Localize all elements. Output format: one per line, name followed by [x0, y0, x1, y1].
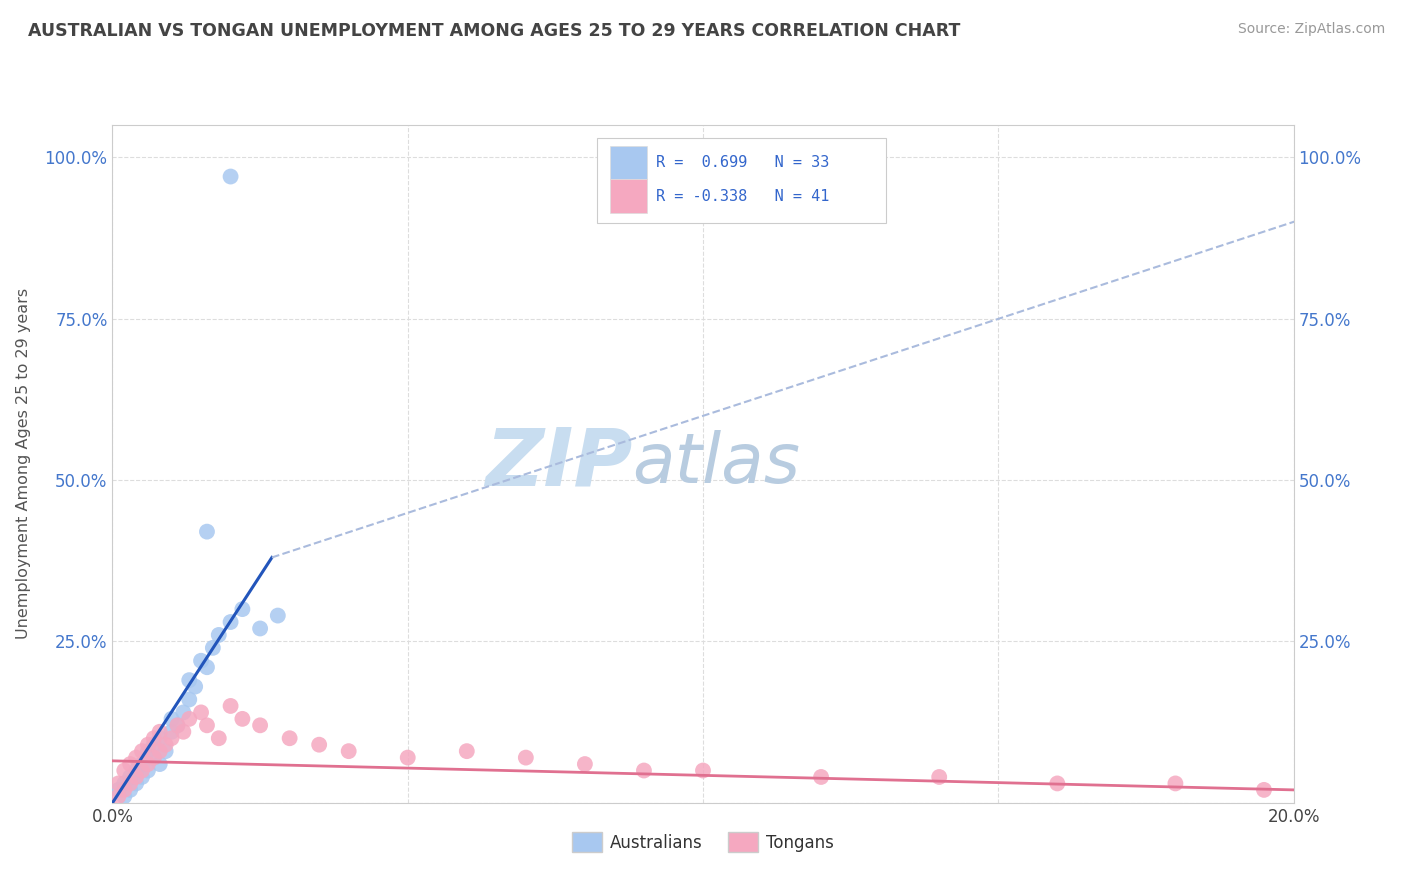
Point — [172, 724, 194, 739]
Point — [125, 764, 148, 778]
Point — [160, 731, 183, 746]
Point — [179, 692, 201, 706]
Point — [1164, 776, 1187, 790]
Point — [142, 750, 165, 764]
Point — [155, 738, 177, 752]
Point — [131, 770, 153, 784]
Point — [231, 602, 253, 616]
Point — [136, 764, 159, 778]
Point — [267, 608, 290, 623]
Point — [160, 724, 183, 739]
Point — [308, 738, 330, 752]
Point — [1046, 776, 1069, 790]
Point — [633, 764, 655, 778]
Point — [112, 783, 135, 797]
Point — [136, 738, 159, 752]
Point — [201, 640, 224, 655]
Point — [184, 680, 207, 694]
FancyBboxPatch shape — [610, 179, 648, 212]
Point — [125, 750, 148, 764]
Point — [120, 757, 142, 772]
Point — [179, 712, 201, 726]
Point — [149, 724, 172, 739]
Point — [112, 776, 135, 790]
Point — [249, 718, 271, 732]
Point — [190, 706, 212, 720]
Text: R = -0.338   N = 41: R = -0.338 N = 41 — [655, 188, 830, 203]
Y-axis label: Unemployment Among Ages 25 to 29 years: Unemployment Among Ages 25 to 29 years — [15, 288, 31, 640]
Point — [125, 770, 148, 784]
Point — [396, 750, 419, 764]
Point — [172, 706, 194, 720]
Text: Source: ZipAtlas.com: Source: ZipAtlas.com — [1237, 22, 1385, 37]
Point — [107, 776, 129, 790]
Text: R =  0.699   N = 33: R = 0.699 N = 33 — [655, 154, 830, 169]
Point — [231, 712, 253, 726]
FancyBboxPatch shape — [610, 145, 648, 178]
Point — [219, 169, 242, 184]
Point — [120, 770, 142, 784]
Point — [190, 654, 212, 668]
Point — [278, 731, 301, 746]
Point — [120, 783, 142, 797]
Point — [195, 524, 218, 539]
Point — [131, 757, 153, 772]
Point — [166, 718, 188, 732]
Point — [107, 789, 129, 804]
Point — [120, 776, 142, 790]
Point — [131, 744, 153, 758]
Point — [219, 698, 242, 713]
Point — [456, 744, 478, 758]
Legend: Australians, Tongans: Australians, Tongans — [565, 825, 841, 859]
Point — [155, 744, 177, 758]
Point — [112, 789, 135, 804]
Point — [142, 750, 165, 764]
Point — [160, 712, 183, 726]
Point — [337, 744, 360, 758]
Point — [208, 628, 231, 642]
Point — [195, 660, 218, 674]
Point — [112, 764, 135, 778]
Point — [142, 731, 165, 746]
Point — [136, 757, 159, 772]
Point — [574, 757, 596, 772]
Text: atlas: atlas — [633, 430, 800, 498]
Point — [149, 757, 172, 772]
Point — [149, 744, 172, 758]
Point — [692, 764, 714, 778]
Text: ZIP: ZIP — [485, 425, 633, 503]
Point — [810, 770, 832, 784]
Point — [179, 673, 201, 687]
Point — [142, 738, 165, 752]
Point — [195, 718, 218, 732]
Point — [928, 770, 950, 784]
Point — [149, 731, 172, 746]
Point — [166, 718, 188, 732]
Point — [131, 764, 153, 778]
Point — [208, 731, 231, 746]
FancyBboxPatch shape — [596, 138, 886, 223]
Point — [136, 744, 159, 758]
Point — [249, 622, 271, 636]
Point — [1253, 783, 1275, 797]
Text: AUSTRALIAN VS TONGAN UNEMPLOYMENT AMONG AGES 25 TO 29 YEARS CORRELATION CHART: AUSTRALIAN VS TONGAN UNEMPLOYMENT AMONG … — [28, 22, 960, 40]
Point — [515, 750, 537, 764]
Point — [107, 783, 129, 797]
Point — [125, 776, 148, 790]
Point — [219, 615, 242, 629]
